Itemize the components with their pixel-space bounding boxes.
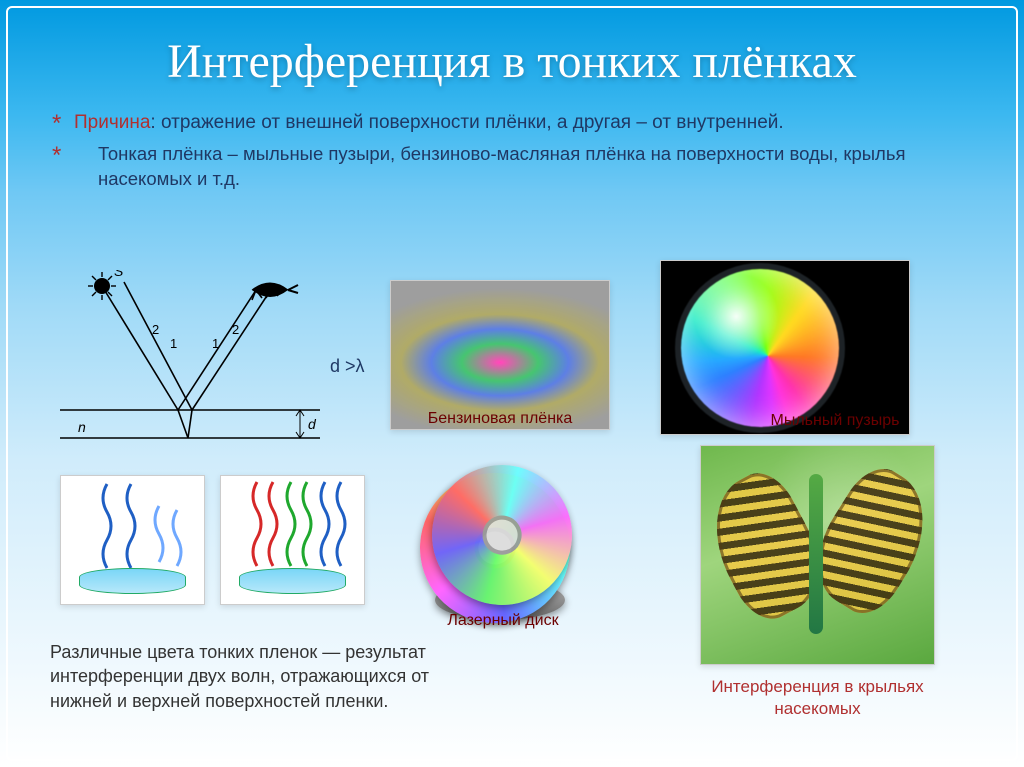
caption-gasoline: Бензиновая плёнка (392, 410, 608, 428)
svg-text:2: 2 (152, 322, 159, 337)
cause-text: : отражение от внешней поверхности плёнк… (150, 112, 783, 133)
bullet-thinfilm: Тонкая плёнка – мыльные пузыри, бензинов… (74, 142, 994, 192)
cause-lead: Причина (74, 112, 150, 133)
svg-text:1: 1 (212, 336, 219, 351)
bullet-cause: Причина: отражение от внешней поверхност… (74, 110, 994, 136)
caption-cds: Лазерный диск (428, 612, 578, 630)
caption-bubble: Мыльный пузырь (755, 412, 915, 430)
body-text: Причина: отражение от внешней поверхност… (50, 110, 994, 197)
figure-soap-bubble (660, 260, 910, 435)
d-greater-lambda: d >λ (330, 356, 365, 377)
figure-cds (400, 455, 600, 630)
figure-gasoline-film (390, 280, 610, 430)
svg-text:S: S (114, 270, 124, 279)
figure-insect-wings (700, 445, 935, 665)
figure-wave-interference-mono (60, 475, 205, 605)
thin-lead: Тонкая плёнка (98, 143, 222, 164)
ray-diagram: d n 2 1 1 2 (60, 270, 320, 440)
svg-text:2: 2 (232, 322, 239, 337)
page-title: Интерференция в тонких плёнках (0, 0, 1024, 89)
svg-text:d: d (308, 416, 317, 432)
bottom-summary: Различные цвета тонких пленок — результа… (50, 640, 480, 713)
figure-wave-interference-rgb (220, 475, 365, 605)
svg-text:1: 1 (170, 336, 177, 351)
caption-insect: Интерференция в крыльях насекомых (700, 676, 935, 720)
svg-text:n: n (78, 419, 86, 435)
